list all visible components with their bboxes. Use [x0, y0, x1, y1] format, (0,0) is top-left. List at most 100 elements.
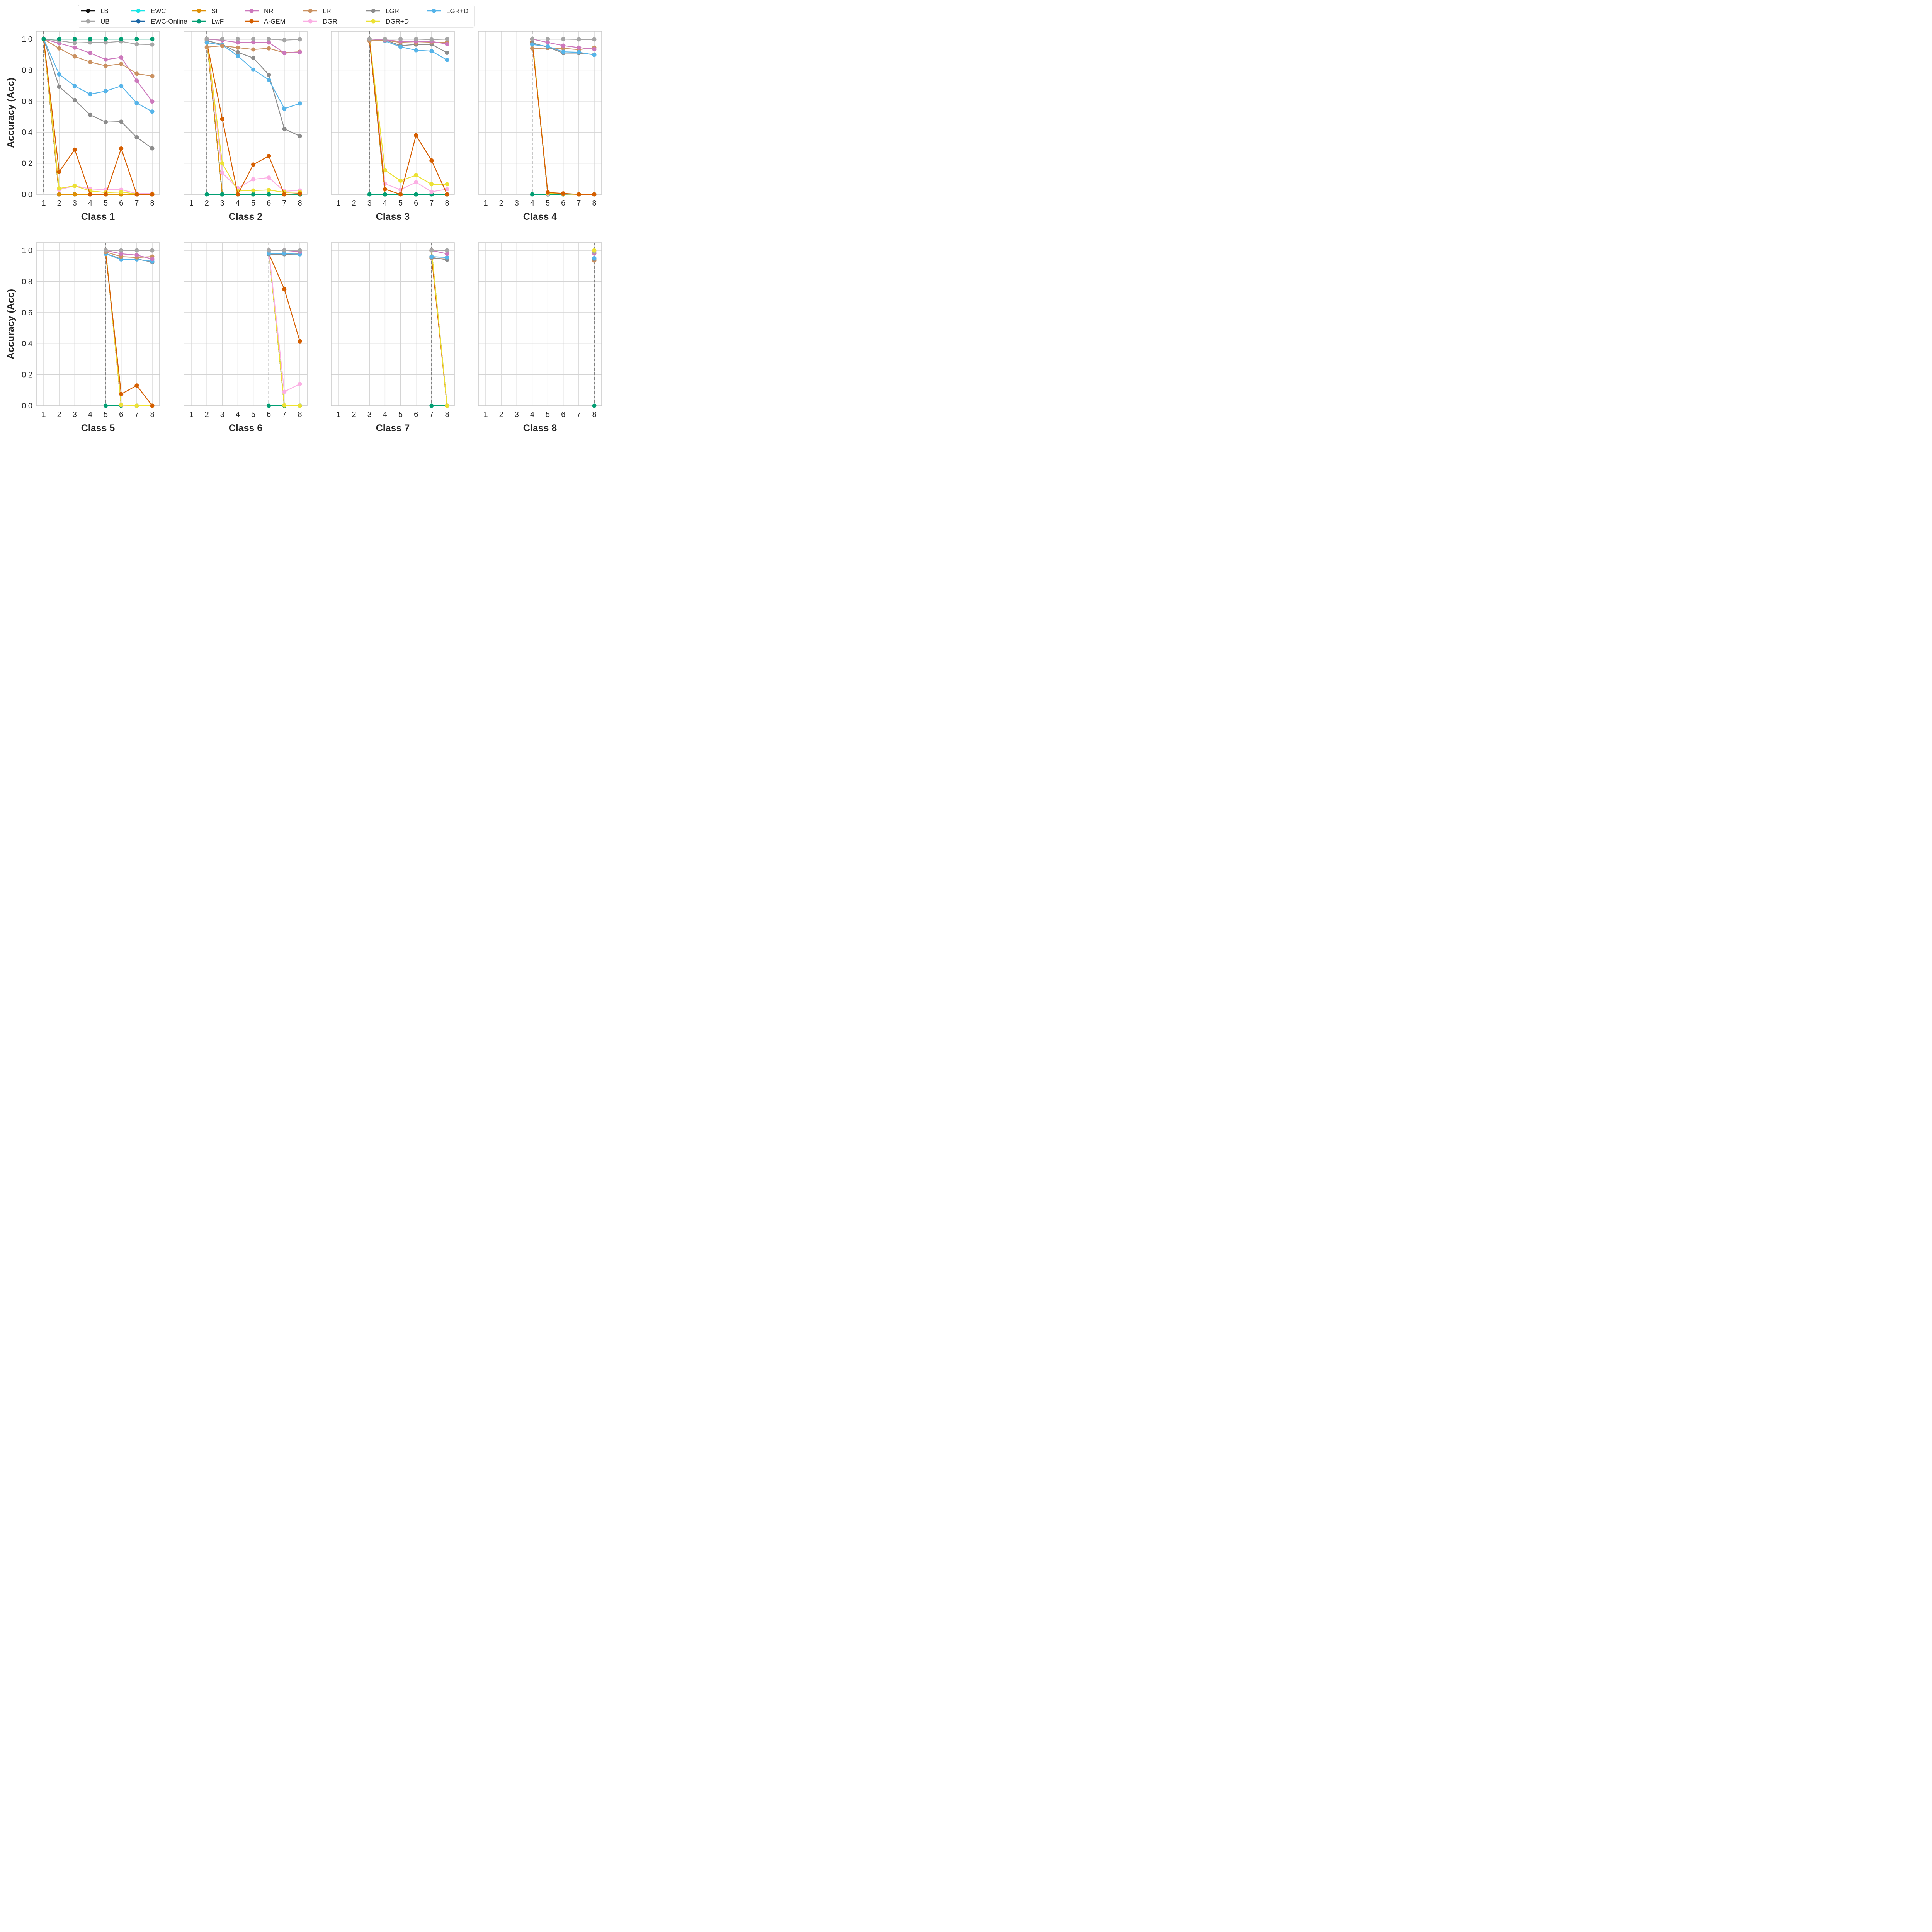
data-point: [298, 403, 302, 408]
series-a-gem: [41, 37, 155, 197]
data-point: [251, 188, 256, 193]
legend-marker: [136, 19, 141, 24]
data-point: [592, 403, 597, 408]
panel-class-2: 1 2 3 4 5 6 7 8 Class 2: [184, 31, 308, 222]
series-line: [105, 250, 152, 406]
data-point: [429, 189, 434, 194]
data-point: [104, 37, 108, 41]
grid: [331, 243, 454, 406]
series-lb: [104, 248, 155, 408]
x-tick-label: 7: [429, 410, 434, 419]
plot-frame: [184, 31, 308, 195]
x-tick-label: 3: [220, 410, 224, 419]
legend-marker: [197, 19, 201, 24]
series-line: [43, 38, 153, 102]
data-point: [530, 42, 534, 47]
series-layer: [104, 248, 155, 408]
legend-entry: UB: [81, 18, 110, 25]
data-point: [398, 179, 403, 183]
data-point: [104, 120, 108, 124]
legend-entry: LwF: [192, 18, 224, 25]
panel-class-1: 1 2 3 4 5 6 7 8 0.0 0.2 0.4 0.6 0.8 1.0 Accuracy (Acc)…: [5, 31, 160, 222]
data-point: [267, 403, 271, 408]
data-point: [72, 45, 77, 50]
data-point: [398, 192, 403, 197]
series-dgr-d: [592, 248, 597, 253]
plot-frame: [36, 242, 160, 406]
y-tick-label: 0.2: [22, 160, 32, 168]
data-point: [235, 192, 240, 197]
data-point: [267, 188, 271, 192]
data-point: [530, 37, 534, 41]
series-line: [43, 39, 152, 195]
x-tick-label: 1: [41, 410, 46, 419]
data-point: [445, 42, 449, 46]
x-tick-label: 4: [88, 410, 92, 419]
legend-label: DGR+D: [386, 18, 409, 25]
series-a-gem: [530, 40, 597, 197]
data-point: [150, 146, 155, 151]
x-tick-label: 6: [119, 410, 123, 419]
data-point: [577, 50, 581, 54]
x-tick-labels: 1 2 3 4 5 6 7 8: [41, 410, 154, 419]
y-tick-label: 1.0: [22, 247, 32, 255]
data-point: [134, 135, 139, 140]
series-a-gem: [367, 38, 449, 197]
series-line: [431, 257, 447, 260]
data-point: [298, 134, 302, 138]
data-point: [530, 46, 534, 51]
data-point: [267, 251, 271, 256]
x-tick-label: 8: [298, 410, 302, 419]
panel-title: Class 2: [229, 211, 263, 222]
data-point: [88, 112, 92, 117]
data-point: [383, 37, 387, 41]
data-point: [267, 40, 271, 45]
x-tick-label: 1: [189, 199, 193, 207]
panels: 1 2 3 4 5 6 7 8 0.0 0.2 0.4 0.6 0.8 1.0 Accuracy (Acc)…: [5, 31, 602, 434]
x-tick-label: 2: [57, 410, 61, 419]
data-point: [134, 383, 139, 388]
x-tick-label: 5: [546, 199, 550, 207]
panel-class-4: 1 2 3 4 5 6 7 8 Class 4: [478, 31, 602, 222]
x-tick-label: 4: [88, 199, 92, 207]
data-point: [72, 184, 77, 188]
data-point: [298, 382, 302, 386]
x-tick-labels: 1 2 3 4 5 6 7 8: [336, 199, 449, 207]
data-point: [88, 51, 92, 55]
y-tick-label: 0.0: [22, 402, 32, 410]
x-tick-label: 2: [499, 199, 503, 207]
legend-label: EWC: [151, 7, 166, 15]
data-point: [119, 83, 124, 88]
y-axis-label: Accuracy (Acc): [5, 289, 16, 359]
data-point: [134, 42, 139, 46]
data-point: [204, 192, 209, 197]
legend-entry: EWC-Online: [131, 18, 187, 25]
y-tick-labels: 0.0 0.2 0.4 0.6 0.8 1.0: [22, 35, 32, 199]
x-tick-label: 1: [336, 410, 340, 419]
data-point: [204, 40, 209, 45]
data-point: [57, 37, 61, 41]
series-line: [105, 250, 152, 406]
data-point: [119, 248, 124, 253]
data-point: [150, 403, 155, 408]
panel-class-8: 1 2 3 4 5 6 7 8 Class 8: [478, 242, 602, 434]
panel-title: Class 7: [376, 423, 410, 434]
series-line: [105, 250, 152, 406]
x-tick-label: 3: [515, 199, 519, 207]
series-line: [105, 250, 153, 260]
data-point: [72, 41, 77, 45]
series-layer: [267, 248, 302, 408]
data-point: [251, 192, 256, 197]
data-point: [561, 43, 566, 48]
data-point: [88, 37, 92, 41]
series-layer: [367, 37, 449, 197]
legend-label: A-GEM: [264, 18, 286, 25]
data-point: [282, 51, 287, 55]
data-point: [429, 182, 434, 187]
data-point: [119, 55, 124, 60]
data-point: [429, 248, 434, 253]
panel-title: Class 5: [81, 423, 115, 434]
x-tick-label: 3: [73, 410, 77, 419]
data-point: [267, 37, 271, 41]
data-point: [429, 158, 434, 163]
